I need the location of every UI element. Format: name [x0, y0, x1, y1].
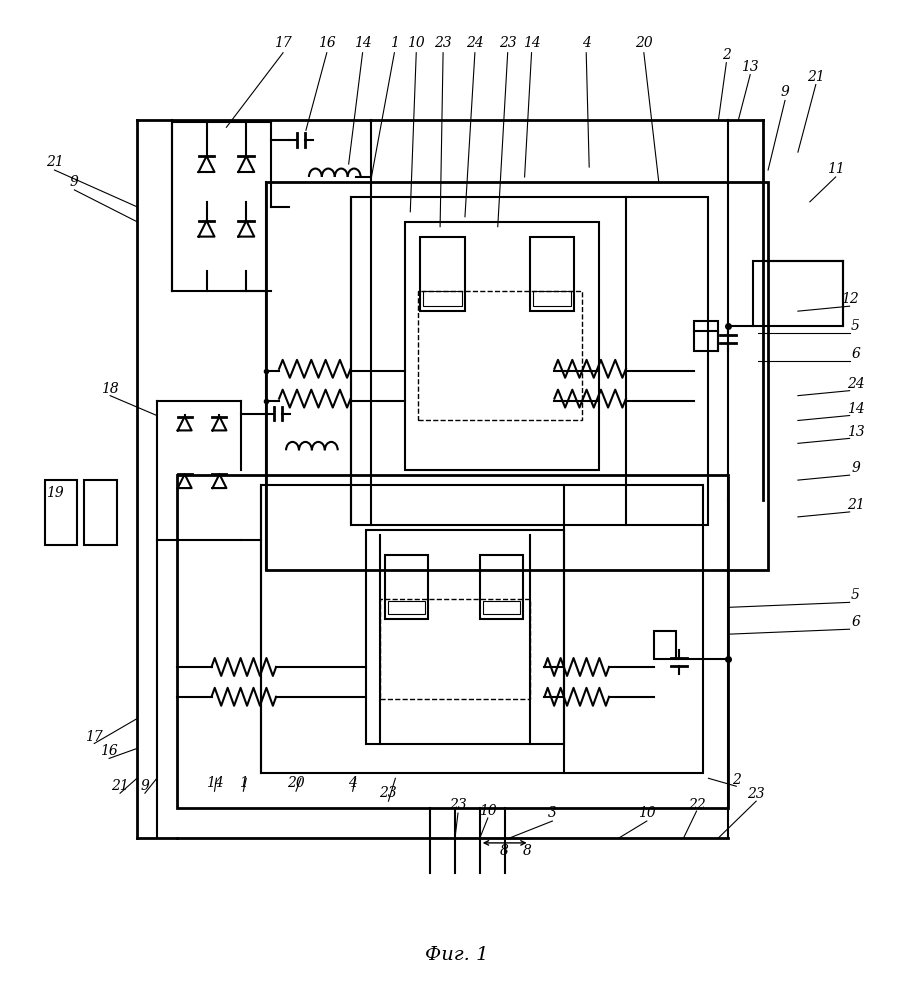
Text: 16: 16: [318, 36, 335, 50]
Text: 21: 21: [846, 498, 865, 512]
Text: 9: 9: [781, 85, 790, 99]
Text: 8: 8: [500, 844, 509, 858]
Text: 20: 20: [635, 36, 653, 50]
Text: 16: 16: [101, 744, 118, 758]
Text: 2: 2: [722, 48, 731, 62]
Text: 9: 9: [851, 461, 860, 475]
Bar: [753, 261, 843, 326]
Text: 9: 9: [141, 779, 149, 793]
Text: 10: 10: [408, 36, 425, 50]
Text: 20: 20: [287, 776, 305, 790]
Text: 2: 2: [732, 773, 740, 787]
Text: 4: 4: [348, 776, 357, 790]
Text: 10: 10: [479, 804, 496, 818]
Bar: [45, 480, 78, 545]
Bar: [654, 631, 675, 659]
Bar: [420, 237, 465, 311]
Text: 5: 5: [851, 319, 860, 333]
Bar: [176, 475, 728, 808]
Bar: [351, 197, 708, 525]
Text: 17: 17: [85, 730, 103, 744]
Bar: [419, 291, 582, 420]
Text: 21: 21: [112, 779, 129, 793]
Text: 9: 9: [69, 175, 79, 189]
Text: 1: 1: [239, 776, 248, 790]
Text: 23: 23: [748, 787, 765, 801]
Text: 14: 14: [846, 402, 865, 416]
Text: 12: 12: [841, 292, 858, 306]
Bar: [423, 291, 462, 306]
Text: 14: 14: [354, 36, 371, 50]
Text: 14: 14: [206, 776, 223, 790]
Text: 4: 4: [582, 36, 590, 50]
Text: 24: 24: [466, 36, 484, 50]
Text: 22: 22: [687, 798, 706, 812]
Text: 23: 23: [499, 36, 516, 50]
Bar: [533, 291, 571, 306]
Bar: [386, 555, 428, 619]
Text: 19: 19: [46, 486, 63, 500]
Text: 5: 5: [851, 588, 860, 602]
Text: 13: 13: [741, 60, 760, 74]
Bar: [380, 599, 529, 699]
Text: 1: 1: [390, 36, 399, 50]
Text: 23: 23: [449, 798, 467, 812]
Text: 11: 11: [827, 162, 845, 176]
Bar: [405, 222, 600, 470]
Text: 17: 17: [274, 36, 292, 50]
Text: 13: 13: [846, 425, 865, 439]
Bar: [483, 601, 520, 614]
Bar: [694, 321, 718, 351]
Bar: [480, 555, 523, 619]
Text: Фиг. 1: Фиг. 1: [425, 946, 489, 964]
Text: 6: 6: [851, 615, 860, 629]
Text: 6: 6: [851, 347, 860, 361]
Text: 24: 24: [846, 377, 865, 391]
Text: 3: 3: [548, 806, 557, 820]
Text: 21: 21: [807, 70, 824, 84]
Bar: [366, 530, 564, 744]
Text: 18: 18: [101, 382, 119, 396]
Text: 8: 8: [523, 844, 532, 858]
Text: 14: 14: [523, 36, 540, 50]
Bar: [529, 237, 574, 311]
Text: 10: 10: [638, 806, 655, 820]
Text: 21: 21: [46, 155, 63, 169]
Text: 23: 23: [379, 786, 398, 800]
Bar: [388, 601, 425, 614]
Bar: [266, 182, 768, 570]
Bar: [84, 480, 117, 545]
Text: 23: 23: [434, 36, 452, 50]
Bar: [261, 485, 704, 773]
